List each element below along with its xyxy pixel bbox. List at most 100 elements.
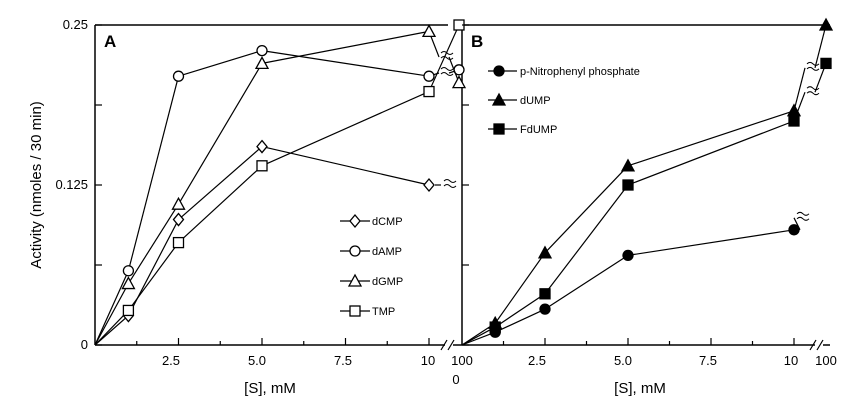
data-point-fdump bbox=[788, 115, 800, 127]
series-line-tmp bbox=[428, 24, 460, 92]
panel-b-legend: p-Nitrophenyl phosphate dUMP FdUMP bbox=[520, 66, 640, 136]
legend-label-dgmp: dGMP bbox=[372, 276, 403, 288]
data-point-damp bbox=[172, 70, 185, 82]
data-point-tmp bbox=[256, 160, 268, 172]
legend-label-dump: dUMP bbox=[520, 95, 551, 107]
data-point-dump bbox=[537, 245, 553, 259]
series-line-p-nitrophenyl-phosphate bbox=[544, 254, 629, 310]
chart-marks bbox=[94, 17, 834, 346]
series-line-p-nitrophenyl-phosphate bbox=[627, 229, 795, 256]
legend-marker-tmp bbox=[349, 305, 361, 317]
legend-marker-dump bbox=[491, 92, 507, 106]
data-point-dgmp bbox=[254, 56, 270, 70]
series-line-damp bbox=[261, 50, 430, 77]
series-line-dump bbox=[627, 110, 795, 167]
series-line-dcmp bbox=[261, 146, 430, 186]
data-point-fdump bbox=[489, 321, 501, 333]
series-line-p-nitrophenyl-phosphate bbox=[461, 331, 496, 346]
series-line-dump bbox=[544, 165, 629, 254]
panel-a-x-axis-title: [S], mM bbox=[244, 380, 296, 397]
data-point-dgmp bbox=[171, 196, 186, 210]
series-break-fdump bbox=[806, 86, 820, 96]
data-point-tmp bbox=[423, 85, 435, 98]
series-break-damp bbox=[440, 67, 454, 76]
legend-label-p-nitrophenyl-phosphate: p-Nitrophenyl phosphate bbox=[520, 66, 640, 78]
data-point-dcmp bbox=[423, 177, 435, 193]
legend-marker-p-nitrophenyl-phosphate bbox=[493, 65, 505, 77]
panel-a-y-tick-label: 0.125 bbox=[55, 177, 88, 192]
series-line-dgmp bbox=[127, 203, 180, 284]
series-line-dgmp bbox=[94, 283, 129, 346]
legend-marker-damp bbox=[349, 245, 361, 257]
data-point-fdump bbox=[820, 57, 832, 70]
data-point-dcmp bbox=[256, 139, 268, 154]
series-line-dgmp bbox=[261, 30, 430, 64]
series-break-dcmp bbox=[443, 179, 457, 188]
panel-b-x-tick-label: 5.0 bbox=[614, 353, 632, 368]
panel-a-x-tick-label: 7.5 bbox=[334, 353, 352, 368]
panel-a-legend: dCMP dAMP dGMP TMP bbox=[372, 216, 403, 318]
series-line-p-nitrophenyl-phosphate bbox=[494, 308, 546, 333]
data-point-dump bbox=[620, 158, 636, 172]
series-line-tmp bbox=[178, 165, 263, 244]
panel-b: B [S], mM 2.5 5.0 7.5 10 100 bbox=[461, 24, 837, 397]
series-line-dump bbox=[494, 252, 546, 324]
series-line-dump bbox=[814, 24, 827, 69]
data-point-p-nitrophenyl-phosphate bbox=[622, 249, 634, 262]
panel-b-x-tick-label: 7.5 bbox=[699, 353, 717, 368]
legend-marker-fdump bbox=[493, 123, 505, 135]
data-point-tmp bbox=[122, 304, 135, 317]
series-line-dump bbox=[793, 67, 806, 111]
legend-marker-dcmp bbox=[349, 213, 361, 229]
legend-label-tmp: TMP bbox=[372, 306, 395, 318]
series-line-tmp bbox=[94, 310, 129, 346]
series-line-damp bbox=[178, 50, 263, 77]
data-point-damp bbox=[423, 70, 435, 82]
panel-b-x-tick-label: 10 bbox=[784, 353, 798, 368]
series-break-p-nitrophenyl-phosphate bbox=[796, 211, 810, 221]
panel-a-x-tick-label: 10 bbox=[421, 353, 435, 368]
series-line-tmp bbox=[261, 91, 430, 167]
data-point-tmp bbox=[172, 236, 185, 249]
panel-a-y-tick-label: 0 bbox=[81, 337, 88, 352]
panel-a-y-tick-label: 0.25 bbox=[63, 17, 88, 32]
data-point-p-nitrophenyl-phosphate bbox=[788, 224, 800, 236]
data-point-dgmp bbox=[451, 75, 467, 89]
y-axis-title: Activity (nmoles / 30 min) bbox=[28, 101, 45, 269]
series-line-tmp bbox=[127, 242, 179, 311]
series-line-fdump bbox=[494, 293, 546, 328]
series-line-damp bbox=[94, 270, 129, 346]
legend-marker-dgmp bbox=[347, 273, 363, 287]
panel-b-label: B bbox=[471, 32, 483, 51]
panel-a-label: A bbox=[104, 32, 116, 51]
data-point-damp bbox=[122, 265, 135, 277]
series-break-dump bbox=[806, 61, 820, 71]
panel-a-x-tick-label: 5.0 bbox=[248, 353, 266, 368]
data-point-dgmp bbox=[421, 24, 437, 38]
data-point-fdump bbox=[622, 179, 634, 191]
series-line-dcmp bbox=[178, 146, 263, 221]
panel-a-x-tick-label: 100 bbox=[451, 353, 473, 368]
data-point-dgmp bbox=[121, 276, 136, 290]
series-line-damp bbox=[127, 76, 180, 271]
data-point-dump bbox=[818, 17, 834, 31]
panel-b-axis-break-mark bbox=[809, 339, 824, 351]
panel-b-x-tick-label: 2.5 bbox=[528, 353, 546, 368]
series-line-fdump bbox=[627, 120, 795, 186]
legend-label-dcmp: dCMP bbox=[372, 216, 403, 228]
series-line-dgmp bbox=[177, 63, 263, 205]
series-line-fdump bbox=[544, 184, 629, 295]
panel-a: A Activity (nmoles / 30 min) [S], mM 0 0… bbox=[28, 17, 473, 397]
legend-label-fdump: FdUMP bbox=[520, 124, 557, 136]
panel-b-x-tick-label: 100 bbox=[815, 353, 837, 368]
panel-b-x-axis-title: [S], mM bbox=[614, 380, 666, 397]
panel-a-x-origin-label: 0 bbox=[452, 372, 459, 387]
data-point-dcmp bbox=[172, 212, 185, 227]
legend-label-damp: dAMP bbox=[372, 246, 402, 258]
panel-a-axis-break-mark bbox=[440, 339, 455, 351]
panel-a-x-tick-label: 2.5 bbox=[162, 353, 180, 368]
data-point-fdump bbox=[539, 288, 551, 300]
data-point-damp bbox=[256, 44, 268, 57]
data-point-p-nitrophenyl-phosphate bbox=[539, 303, 551, 315]
